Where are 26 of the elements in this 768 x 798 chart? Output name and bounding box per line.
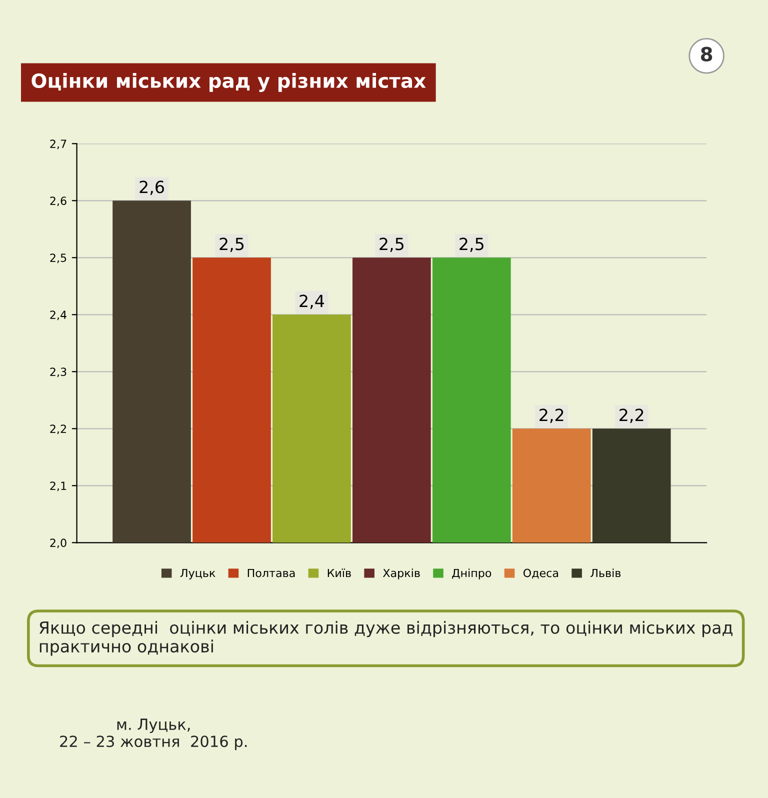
data-label: 2,4 — [300, 294, 324, 309]
text: Якщо середні оцінки міських голів дуже відрізняються, то оцінки міських рад практично однакові — [40, 621, 732, 656]
chart-title: Оцінки міських рад у різних містах — [32, 73, 426, 92]
legend-label: Дніпро — [452, 568, 492, 580]
y-tick-label: 2,2 — [50, 424, 66, 434]
data-label: 2,6 — [140, 180, 164, 195]
data-label: 2,5 — [220, 238, 244, 252]
data-label: 2,2 — [540, 408, 564, 423]
y-tick-label: 2,1 — [50, 482, 66, 492]
legend-label: Луцьк — [180, 568, 216, 580]
y-tick-label: 2,6 — [50, 196, 66, 206]
legend-label: Харків — [382, 568, 420, 580]
y-tick-label: 2,5 — [50, 254, 66, 264]
data-label: 2,2 — [620, 408, 644, 423]
y-tick-label: 2,3 — [50, 368, 66, 378]
text: м. Луцьк, 22 – 23 жовтня 2016 р. — [60, 718, 247, 750]
legend-label: Полтава — [248, 568, 295, 578]
legend-label: Київ — [328, 568, 351, 578]
data-label: 2,5 — [460, 238, 484, 252]
y-tick-label: 2,4 — [50, 310, 66, 320]
data-label: 2,5 — [380, 238, 404, 252]
y-tick-label: 2,7 — [50, 140, 66, 150]
legend-label: Одеса — [523, 568, 558, 579]
legend-label: Львів — [590, 568, 621, 578]
y-tick-label: 2,0 — [50, 538, 66, 548]
text: 8 — [700, 46, 712, 62]
